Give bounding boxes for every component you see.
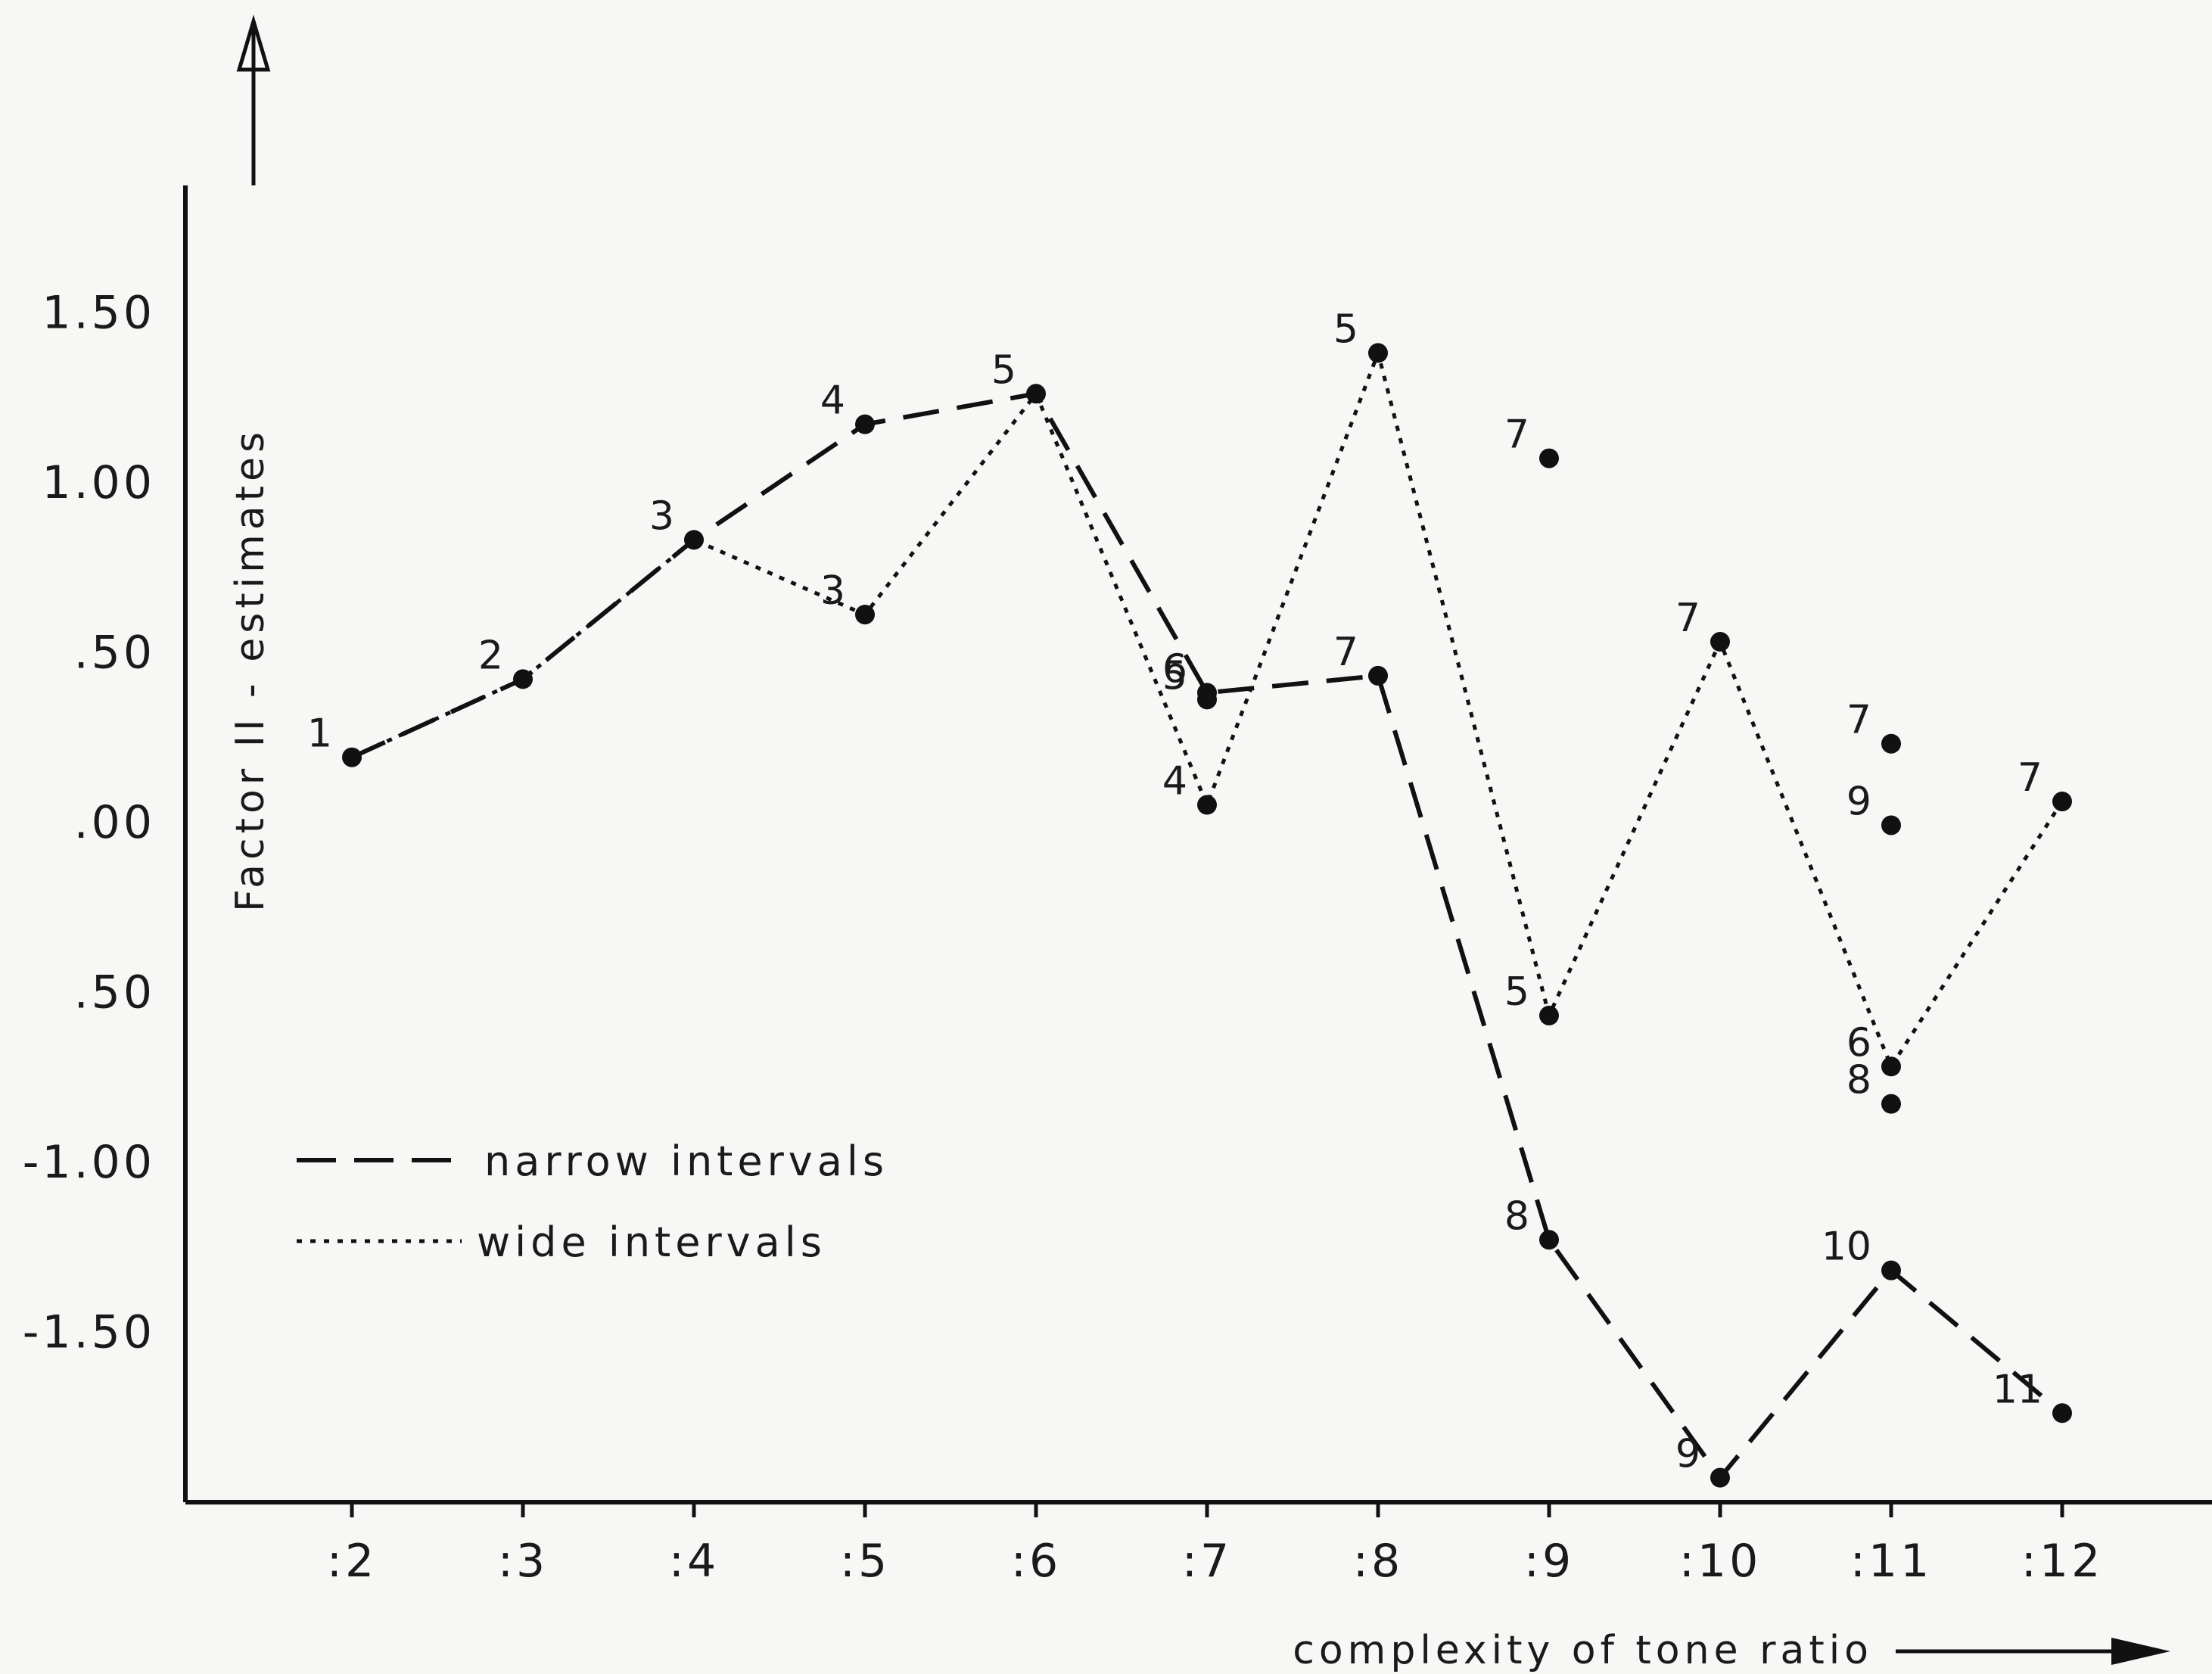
legend-wide-label: wide intervals — [477, 1218, 826, 1266]
data-label: 10 — [1822, 1224, 1871, 1270]
x-title-arrowhead-icon — [2111, 1638, 2170, 1665]
data-label: 7 — [1504, 412, 1529, 458]
data-point — [1881, 1260, 1901, 1280]
data-point — [2052, 1403, 2072, 1424]
y-tick-label: .50 — [74, 966, 155, 1019]
y-tick-label: -1.00 — [23, 1136, 155, 1189]
x-tick-label: :3 — [498, 1535, 548, 1588]
y-tick-label: 1.00 — [42, 456, 155, 509]
data-point — [1026, 384, 1046, 404]
axes — [183, 14, 2212, 1665]
data-point — [1539, 1005, 1559, 1025]
data-point — [1881, 815, 1901, 835]
y-tick-label: 1.50 — [42, 287, 155, 340]
data-point — [1881, 1094, 1901, 1114]
data-point — [513, 669, 533, 689]
x-tick-label: :9 — [1524, 1535, 1574, 1588]
data-point — [1368, 665, 1388, 686]
data-point — [1197, 795, 1217, 815]
data-point — [1368, 343, 1388, 363]
data-label: 11 — [1993, 1367, 2042, 1412]
data-label: 5 — [991, 347, 1016, 393]
y-axis-arrowhead-icon — [236, 14, 271, 72]
data-label: 9 — [1675, 1432, 1700, 1477]
data-point — [1881, 1056, 1901, 1077]
legend-narrow-label: narrow intervals — [484, 1137, 888, 1185]
data-point — [1710, 1467, 1730, 1488]
x-tick-label: :5 — [840, 1535, 890, 1588]
data-point — [1881, 733, 1901, 754]
x-tick-label: :2 — [327, 1535, 377, 1588]
point-markers — [342, 343, 2072, 1488]
y-tick-label: -1.50 — [23, 1306, 155, 1359]
data-label: 4 — [1162, 759, 1187, 804]
data-point — [684, 530, 704, 550]
y-axis-title: Factor II - estimates — [228, 428, 273, 912]
x-tick-label: :7 — [1182, 1535, 1232, 1588]
data-label: 8 — [1846, 1058, 1871, 1103]
data-label: 4 — [820, 378, 845, 424]
y-tick-label: .00 — [74, 796, 155, 849]
data-point — [2052, 792, 2072, 812]
data-label: 7 — [1333, 630, 1358, 675]
x-axis-title: complexity of tone ratio — [1293, 1628, 1873, 1673]
tick-labels: :2 :3 :4 :5 :6 :7 :8 :9 :10 :11 :12 1.50 1.00 .50 .00.… — [23, 287, 2104, 1588]
data-label: 2 — [478, 633, 503, 678]
data-point — [1539, 448, 1559, 468]
data-label: 3 — [820, 568, 845, 614]
data-point — [855, 605, 875, 625]
data-label: 8 — [1504, 1193, 1529, 1239]
data-label: 7 — [1675, 596, 1700, 641]
x-tick-label: :10 — [1679, 1535, 1762, 1588]
data-label: 9 — [1846, 779, 1871, 824]
data-label: 1 — [307, 711, 332, 757]
data-label: 7 — [1846, 698, 1871, 743]
data-label: 5 — [1333, 306, 1358, 352]
legend: narrow intervals wide intervals — [297, 1137, 888, 1266]
data-label: 5 — [1162, 653, 1187, 699]
data-label: 3 — [649, 493, 674, 539]
data-label: 5 — [1504, 969, 1529, 1015]
x-tick-label: :6 — [1011, 1535, 1061, 1588]
data-point — [342, 747, 362, 767]
series-line-wide — [350, 347, 2064, 1071]
data-label: 6 — [1846, 1020, 1871, 1066]
data-label: 7 — [2018, 755, 2042, 801]
x-tick-label: :11 — [1850, 1535, 1933, 1588]
data-point — [855, 414, 875, 434]
series-lines — [350, 347, 2064, 1482]
data-point — [1539, 1230, 1559, 1250]
y-tick-label: .50 — [74, 627, 155, 680]
data-point — [1710, 632, 1730, 652]
x-tick-label: :8 — [1353, 1535, 1403, 1588]
data-label: 6 — [1162, 646, 1187, 692]
x-tick-label: :12 — [2021, 1535, 2104, 1588]
data-point — [1197, 689, 1217, 710]
x-tick-label: :4 — [669, 1535, 719, 1588]
series-line-narrow — [350, 390, 2064, 1482]
